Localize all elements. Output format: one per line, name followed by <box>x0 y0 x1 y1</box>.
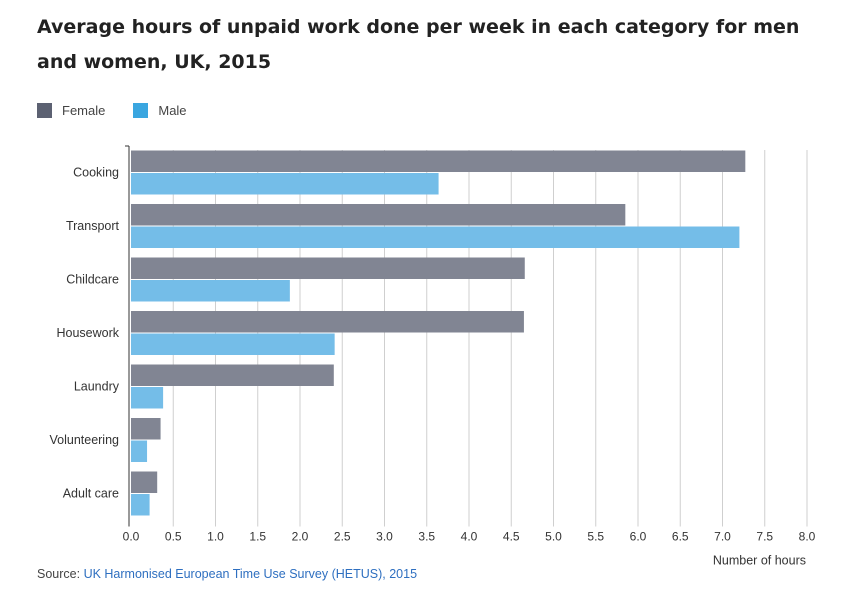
category-label: Laundry <box>74 380 120 394</box>
x-tick-label: 5.5 <box>587 530 604 544</box>
bar-male <box>131 280 290 302</box>
bar-female <box>131 364 334 386</box>
bar-male <box>131 226 740 248</box>
category-label: Childcare <box>66 273 119 287</box>
bar-male <box>131 387 164 409</box>
source-prefix: Source: <box>37 567 84 581</box>
bar-male <box>131 494 150 516</box>
x-tick-label: 6.5 <box>672 530 689 544</box>
bar-male <box>131 173 439 195</box>
x-tick-label: 7.5 <box>756 530 773 544</box>
category-label: Transport <box>66 219 120 233</box>
x-tick-label: 8.0 <box>799 530 816 544</box>
x-tick-label: 2.5 <box>334 530 351 544</box>
category-label: Housework <box>56 326 119 340</box>
category-label: Volunteering <box>49 433 119 447</box>
legend-item-male[interactable]: Male <box>133 102 187 118</box>
x-tick-label: 1.5 <box>249 530 266 544</box>
x-tick-label: 0.5 <box>165 530 182 544</box>
bar-female <box>131 311 524 333</box>
source-link[interactable]: UK Harmonised European Time Use Survey (… <box>83 567 418 581</box>
legend-item-female[interactable]: Female <box>37 102 106 118</box>
legend: Female Male <box>37 100 215 120</box>
legend-label-female: Female <box>62 102 106 118</box>
x-tick-label: 3.0 <box>376 530 393 544</box>
legend-swatch-male <box>133 102 149 118</box>
category-label: Adult care <box>63 487 119 501</box>
x-tick-label: 1.0 <box>207 530 224 544</box>
bar-female <box>131 204 626 226</box>
category-label: Cooking <box>73 166 119 180</box>
source-note: Source: UK Harmonised European Time Use … <box>37 567 417 581</box>
chart-title: Average hours of unpaid work done per we… <box>37 16 800 73</box>
legend-label-male: Male <box>158 102 187 118</box>
x-tick-label: 0.0 <box>123 530 140 544</box>
bar-female <box>131 257 525 279</box>
x-tick-label: 5.0 <box>545 530 562 544</box>
x-tick-label: 3.5 <box>418 530 435 544</box>
bar-chart: Cooking Transport Childcare Housework Laundr… <box>49 145 816 568</box>
x-axis-label: Number of hours <box>713 554 806 568</box>
x-tick-label: 2.0 <box>292 530 309 544</box>
bar-male <box>131 333 335 355</box>
bar-male <box>131 440 148 462</box>
legend-swatch-female <box>37 102 52 118</box>
x-tick-label: 7.0 <box>714 530 731 544</box>
bar-female <box>131 150 746 172</box>
x-tick-label: 6.0 <box>630 530 647 544</box>
bar-female <box>131 418 161 440</box>
bar-female <box>131 471 158 493</box>
x-tick-label: 4.5 <box>503 530 520 544</box>
x-tick-label: 4.0 <box>461 530 478 544</box>
